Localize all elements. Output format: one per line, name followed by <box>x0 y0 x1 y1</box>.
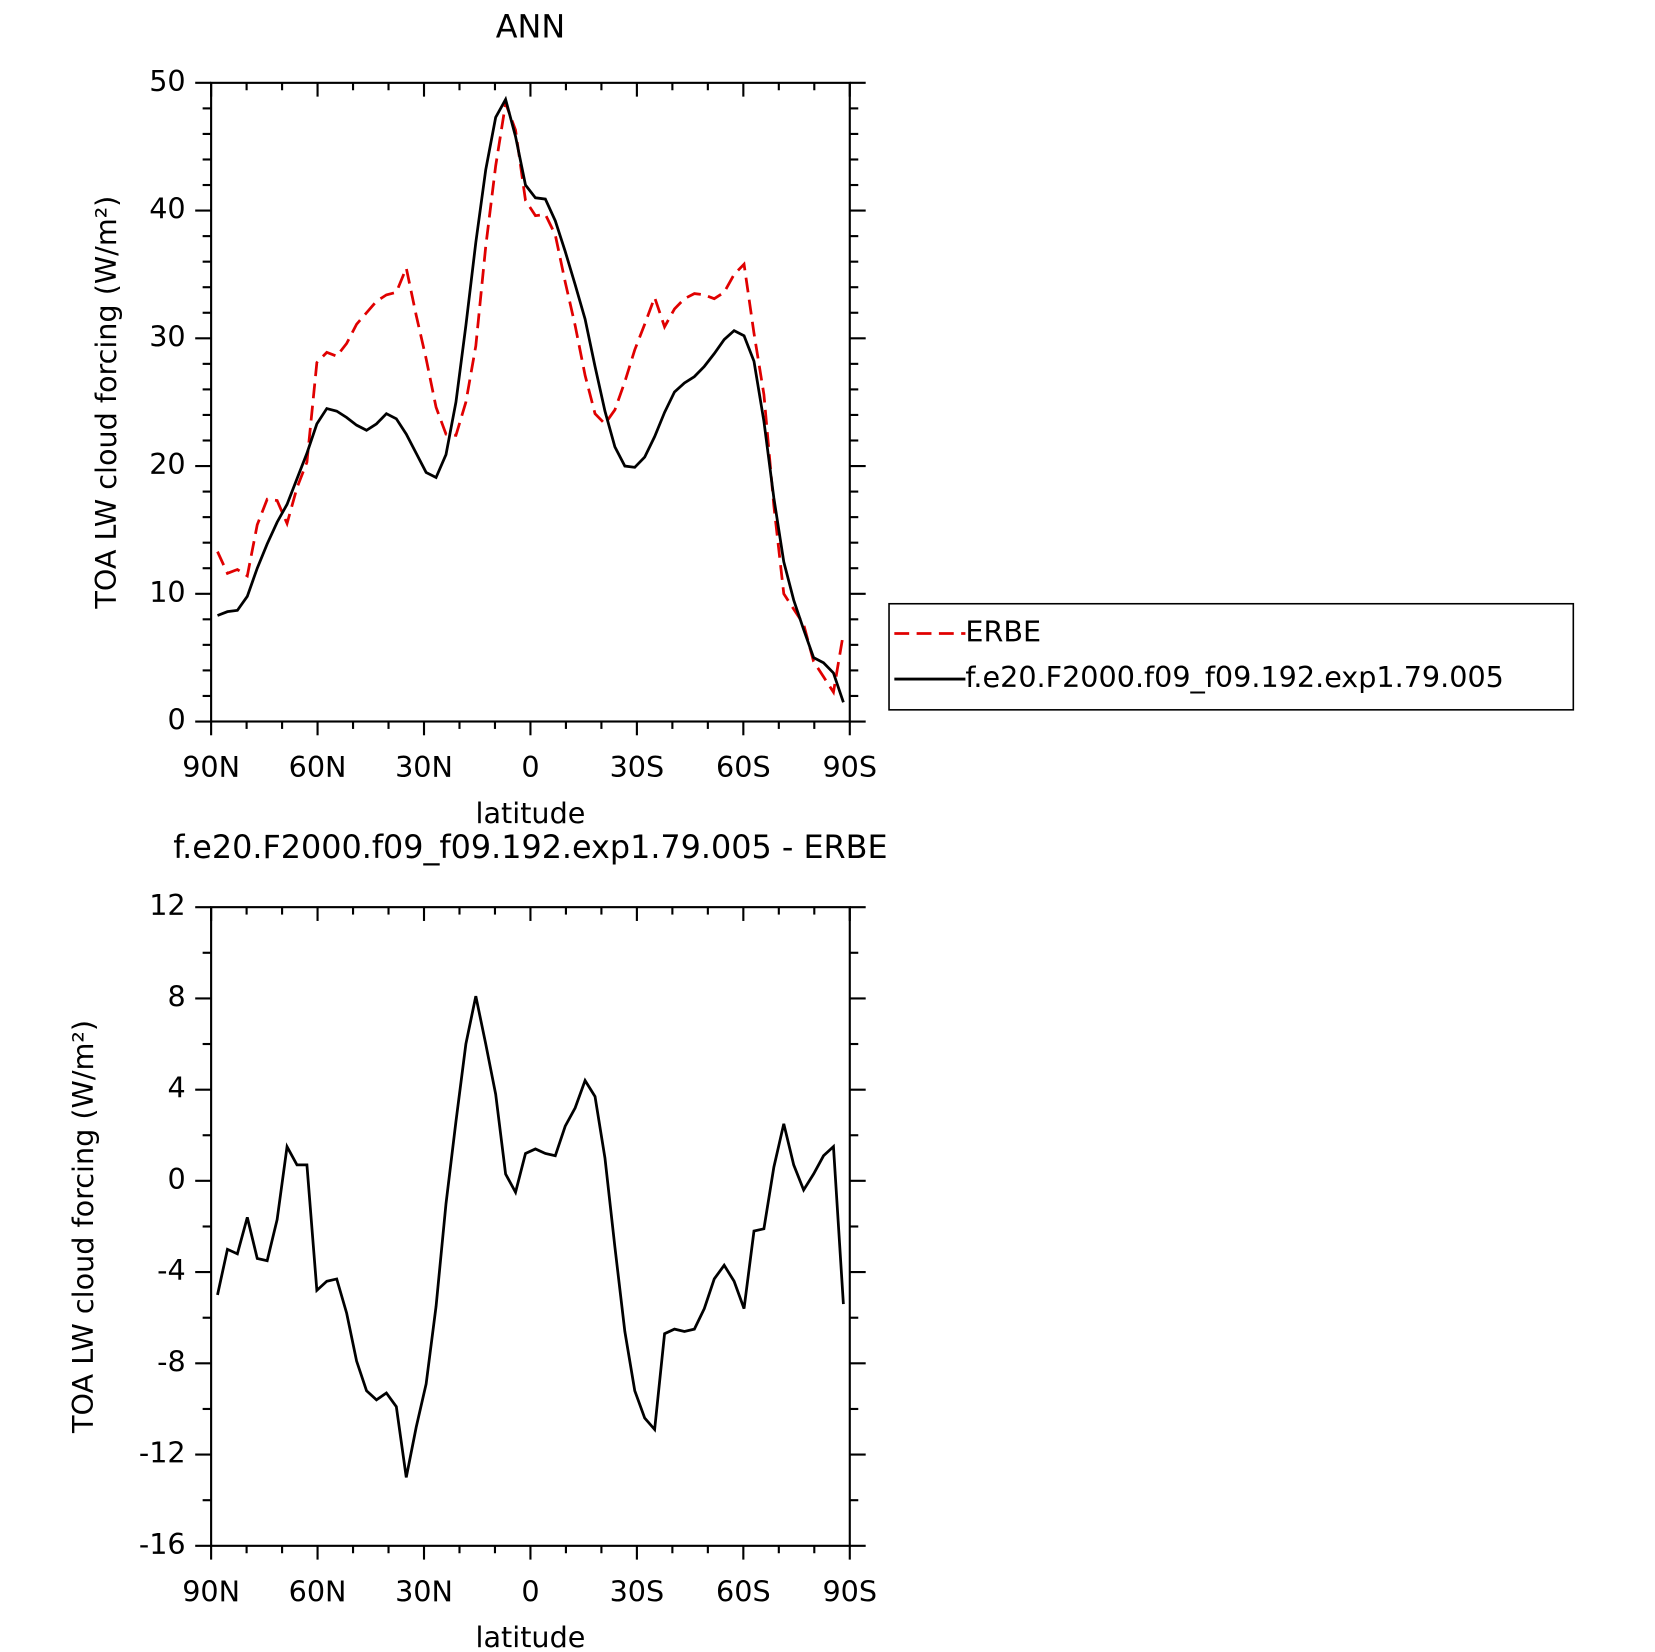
y-tick-label: -4 <box>157 1253 186 1287</box>
y-axis-label: TOA LW cloud forcing (W/m²) <box>89 196 123 610</box>
y-tick-label: 50 <box>149 64 185 98</box>
data-line <box>216 97 845 696</box>
y-tick-label: 0 <box>167 1162 185 1196</box>
x-tick-label: 0 <box>521 1575 539 1609</box>
x-tick-label: 90S <box>822 750 877 784</box>
x-tick-label: 60N <box>289 750 347 784</box>
y-tick-label: -12 <box>139 1436 186 1470</box>
y-tick-label: 40 <box>149 192 185 226</box>
x-axis-label: latitude <box>476 796 586 830</box>
y-tick-label: 0 <box>167 703 185 737</box>
legend-label: ERBE <box>965 614 1041 648</box>
y-tick-label: 20 <box>149 447 185 481</box>
y-axis-label: TOA LW cloud forcing (W/m²) <box>66 1020 100 1434</box>
x-tick-label: 90S <box>822 1575 877 1609</box>
y-tick-label: -16 <box>139 1527 186 1561</box>
x-tick-label: 60S <box>716 1575 771 1609</box>
data-line <box>216 995 845 1478</box>
x-axis-label: latitude <box>476 1620 586 1652</box>
legend-label: f.e20.F2000.f09_f09.192.exp1.79.005 <box>965 660 1503 694</box>
chart-title: f.e20.F2000.f09_f09.192.exp1.79.005 - ER… <box>173 828 887 866</box>
y-tick-label: 8 <box>167 979 185 1013</box>
x-tick-label: 90N <box>182 1575 240 1609</box>
x-tick-label: 60S <box>716 750 771 784</box>
y-tick-label: 4 <box>167 1071 185 1105</box>
x-tick-label: 30S <box>610 1575 665 1609</box>
y-tick-label: 12 <box>149 888 185 922</box>
data-line <box>217 95 845 703</box>
x-tick-label: 90N <box>182 750 240 784</box>
y-tick-label: -8 <box>157 1344 186 1378</box>
x-tick-label: 30S <box>610 750 665 784</box>
plot-frame <box>210 81 851 723</box>
x-tick-label: 0 <box>521 750 539 784</box>
y-tick-label: 30 <box>149 319 185 353</box>
y-tick-label: 10 <box>149 575 185 609</box>
x-tick-label: 60N <box>289 1575 347 1609</box>
x-tick-label: 30N <box>395 750 453 784</box>
chart-title: ANN <box>496 8 565 46</box>
legend-box <box>888 602 1575 711</box>
x-tick-label: 30N <box>395 1575 453 1609</box>
plot-frame <box>210 906 851 1547</box>
